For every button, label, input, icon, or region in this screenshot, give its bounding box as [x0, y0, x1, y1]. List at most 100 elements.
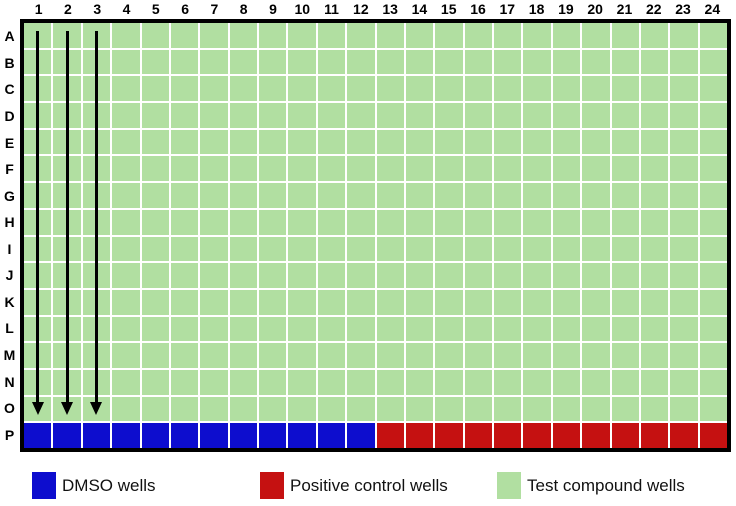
arrow-head-icon: [61, 402, 74, 415]
column-label-13: 13: [382, 1, 398, 17]
well-M18: [523, 343, 551, 368]
well-K20: [582, 289, 610, 315]
well-J8: [229, 263, 257, 288]
well-A15: [435, 23, 463, 48]
well-D14: [405, 103, 434, 128]
well-H10: [288, 209, 316, 235]
well-L24: [699, 316, 727, 342]
row-label-M: M: [3, 347, 16, 364]
well-B18: [523, 49, 551, 75]
well-J11: [317, 263, 346, 288]
well-B24: [699, 49, 727, 75]
well-K10: [288, 289, 316, 315]
column-label-7: 7: [210, 1, 219, 17]
well-N10: [288, 369, 316, 395]
well-J7: [200, 263, 228, 288]
well-L23: [670, 316, 698, 342]
well-O12: [347, 396, 375, 422]
well-L7: [200, 316, 228, 342]
well-K7: [200, 289, 228, 315]
well-N11: [317, 369, 346, 395]
well-O14: [405, 396, 434, 422]
well-M11: [317, 343, 346, 368]
well-O5: [141, 396, 169, 422]
well-D13: [376, 103, 404, 128]
legend-label-positive-control: Positive control wells: [290, 475, 448, 495]
legend-label-test-compound: Test compound wells: [527, 475, 685, 495]
well-M20: [582, 343, 610, 368]
well-C4: [112, 76, 140, 102]
well-F18: [523, 156, 551, 182]
column-label-1: 1: [34, 1, 43, 17]
well-O8: [229, 396, 257, 422]
well-F23: [670, 156, 698, 182]
well-E9: [259, 129, 287, 155]
well-P10: [288, 423, 316, 448]
well-D8: [229, 103, 257, 128]
column-label-2: 2: [64, 1, 72, 17]
well-I9: [259, 236, 287, 262]
row-label-E: E: [4, 134, 15, 151]
well-O23: [670, 396, 698, 422]
well-D20: [582, 103, 610, 128]
well-O21: [611, 396, 639, 422]
well-N16: [464, 369, 492, 395]
legend-item-dmso: DMSO wells: [32, 472, 156, 499]
well-C17: [494, 76, 522, 102]
well-K23: [670, 289, 698, 315]
well-A19: [552, 23, 581, 48]
well-F10: [288, 156, 316, 182]
well-C10: [288, 76, 316, 102]
test-compound-swatch: [497, 472, 521, 499]
well-M23: [670, 343, 698, 368]
well-P19: [552, 423, 581, 448]
well-N7: [200, 369, 228, 395]
well-N13: [376, 369, 404, 395]
well-P6: [170, 423, 199, 448]
row-label-L: L: [5, 320, 14, 337]
well-C16: [464, 76, 492, 102]
well-M14: [405, 343, 434, 368]
well-I13: [376, 236, 404, 262]
well-I5: [141, 236, 169, 262]
well-M15: [435, 343, 463, 368]
well-B23: [670, 49, 698, 75]
arrow-column-2: [61, 31, 74, 415]
plate-grid: [20, 19, 731, 452]
well-P7: [200, 423, 228, 448]
well-K4: [112, 289, 140, 315]
well-C9: [259, 76, 287, 102]
well-J5: [141, 263, 169, 288]
column-label-12: 12: [353, 1, 369, 17]
well-D15: [435, 103, 463, 128]
well-D18: [523, 103, 551, 128]
well-C7: [200, 76, 228, 102]
well-G21: [611, 183, 639, 208]
well-B22: [640, 49, 669, 75]
well-F20: [582, 156, 610, 182]
column-label-4: 4: [122, 1, 131, 17]
well-F17: [494, 156, 522, 182]
well-O19: [552, 396, 581, 422]
well-N14: [405, 369, 434, 395]
well-G22: [640, 183, 669, 208]
well-J13: [376, 263, 404, 288]
well-H14: [405, 209, 434, 235]
well-E22: [640, 129, 669, 155]
well-M6: [170, 343, 199, 368]
well-F19: [552, 156, 581, 182]
well-O24: [699, 396, 727, 422]
well-F13: [376, 156, 404, 182]
well-J10: [288, 263, 316, 288]
column-label-3: 3: [93, 1, 102, 17]
well-G19: [552, 183, 581, 208]
well-G14: [405, 183, 434, 208]
well-N9: [259, 369, 287, 395]
well-J6: [170, 263, 199, 288]
well-B21: [611, 49, 639, 75]
well-D24: [699, 103, 727, 128]
well-J21: [611, 263, 639, 288]
well-O18: [523, 396, 551, 422]
row-label-F: F: [5, 161, 14, 178]
well-J12: [347, 263, 375, 288]
